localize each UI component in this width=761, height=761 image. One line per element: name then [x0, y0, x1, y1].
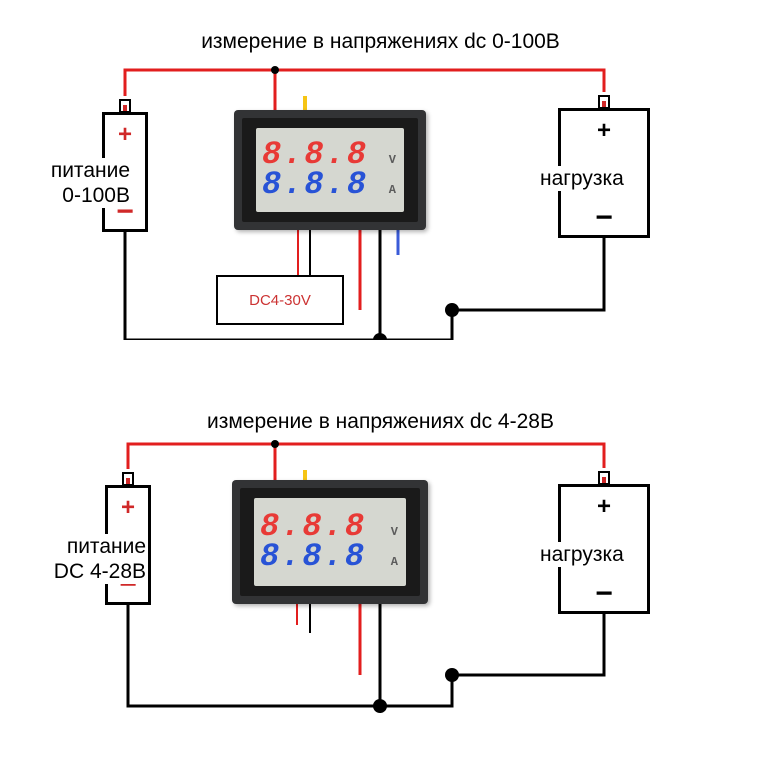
junction-2	[373, 699, 387, 713]
wire-black-main	[125, 232, 604, 340]
plus-icon: +	[597, 117, 611, 145]
junction-2	[373, 333, 387, 340]
diagram-1: измерение в напряжениях dc 0-100В + − пи…	[0, 0, 761, 340]
current-reading: 8.8.8 A	[260, 542, 400, 572]
diagram2-title: измерение в напряжениях dc 4-28В	[0, 410, 761, 434]
junction-3	[445, 668, 459, 682]
source-label-1: питание 0-100В	[40, 158, 130, 208]
volt-amp-meter-1: 8.8.8 V 8.8.8 A	[234, 110, 426, 230]
aux-supply-box: DC4-30V	[216, 275, 344, 325]
plus-icon: +	[597, 493, 611, 521]
load-terminal-icon	[598, 95, 610, 109]
diagram-2: измерение в напряжениях dc 4-28В + − пит…	[0, 400, 761, 740]
load-terminal-icon	[598, 471, 610, 485]
battery-terminal-icon	[122, 472, 134, 486]
plus-icon: +	[121, 494, 135, 522]
minus-icon: −	[595, 201, 613, 235]
battery-terminal-icon	[119, 99, 131, 113]
junction-1	[271, 66, 279, 74]
wire-red-main	[125, 70, 604, 96]
load-label-2: нагрузка	[540, 542, 624, 567]
junction-3	[445, 303, 459, 317]
junction-1	[271, 440, 279, 448]
plus-icon: +	[118, 121, 132, 149]
wire-black-main	[128, 605, 604, 706]
source-label-2: питание DC 4-28В	[36, 534, 146, 584]
current-reading: 8.8.8 A	[262, 170, 398, 200]
load-label-1: нагрузка	[540, 166, 624, 191]
minus-icon: −	[595, 577, 613, 611]
diagram1-title: измерение в напряжениях dc 0-100В	[0, 30, 761, 54]
volt-amp-meter-2: 8.8.8 V 8.8.8 A	[232, 480, 428, 604]
wire-red-main	[128, 444, 604, 469]
